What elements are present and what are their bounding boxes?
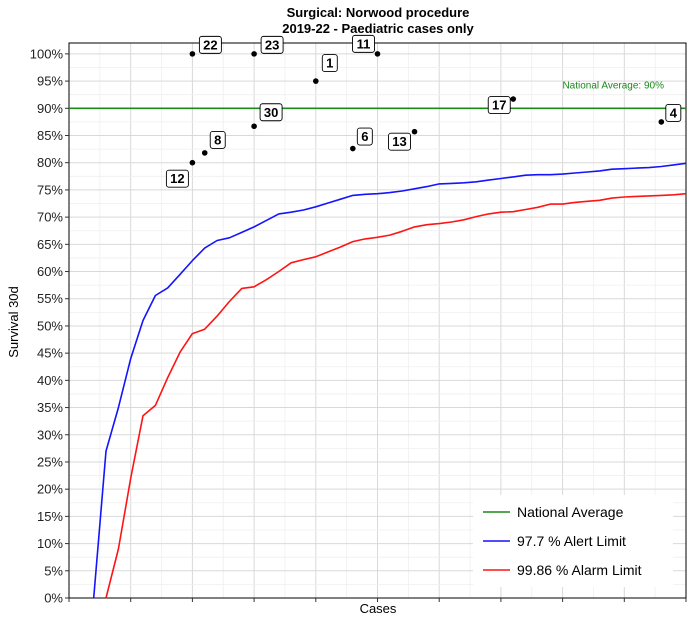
y-tick-label: 0% <box>44 591 63 606</box>
y-tick-label: 10% <box>37 536 63 551</box>
y-tick-label: 85% <box>37 128 63 143</box>
unit-label-box <box>260 35 284 54</box>
y-tick-label: 50% <box>37 318 63 333</box>
unit-label-23: 23 <box>265 37 279 52</box>
unit-point-4 <box>658 119 665 125</box>
unit-label-6: 6 <box>361 129 368 144</box>
unit-label-1: 1 <box>326 56 333 71</box>
unit-point-17 <box>510 96 517 102</box>
unit-point-12 <box>189 159 196 166</box>
unit-point-1 <box>313 78 319 84</box>
legend-label: 97.7 % Alert Limit <box>517 533 626 549</box>
y-tick-label: 20% <box>37 482 63 497</box>
unit-label-box <box>209 130 226 149</box>
unit-point-6 <box>350 145 356 152</box>
y-tick-label: 100% <box>30 46 64 61</box>
y-tick-label: 65% <box>37 237 63 252</box>
unit-label-17: 17 <box>492 98 506 113</box>
national-average-line-group: National Average: 90% <box>69 80 686 110</box>
unit-label-13: 13 <box>392 134 406 149</box>
y-tick-label: 25% <box>37 454 63 469</box>
national-average-label: National Average: 90% <box>562 80 664 91</box>
unit-label-8: 8 <box>214 132 221 147</box>
legend-label: 99.86 % Alarm Limit <box>517 562 642 578</box>
unit-label-box <box>259 103 283 122</box>
unit-point-13 <box>411 128 418 135</box>
unit-label-box <box>487 96 511 114</box>
y-tick-label: 15% <box>37 509 63 524</box>
unit-label-box <box>165 169 189 188</box>
unit-label-4: 4 <box>670 105 678 120</box>
unit-point-22 <box>189 51 196 57</box>
unit-label-box <box>321 54 338 73</box>
unit-label-12: 12 <box>170 171 184 186</box>
unit-label-box <box>356 127 373 146</box>
legend-label: National Average <box>517 504 624 520</box>
unit-label-box <box>388 132 411 151</box>
y-tick-label: 35% <box>37 400 63 415</box>
y-tick-label: 30% <box>37 427 63 442</box>
y-tick-label: 60% <box>37 264 63 279</box>
y-axis-ticks: 0% 5% 10% 15% 20% 25% 30% 35% 40% 45% 50% 55% 60% 65%… <box>30 46 687 606</box>
legend: National Average 97.7 % Alert Limit 99.86 … <box>473 495 673 587</box>
y-tick-label: 55% <box>37 291 63 306</box>
y-tick-label: 5% <box>44 563 63 578</box>
unit-point-23 <box>251 51 257 57</box>
unit-point-11 <box>374 51 381 57</box>
alert-limit-line <box>92 162 687 599</box>
y-axis-label: Survival 30d <box>6 286 21 358</box>
alarm-limit-line <box>105 192 687 599</box>
unit-label-box <box>352 34 375 53</box>
unit-label-22: 22 <box>203 37 217 52</box>
y-tick-label: 70% <box>37 210 63 225</box>
y-tick-label: 95% <box>37 74 63 89</box>
control-limit-series <box>92 162 687 599</box>
chart-title: Surgical: Norwood procedure <box>287 5 470 20</box>
x-axis-label: Cases <box>360 601 397 616</box>
chart-subtitle: 2019-22 - Paediatric cases only <box>282 21 474 36</box>
unit-label-box <box>198 35 222 54</box>
y-tick-label: 40% <box>37 373 63 388</box>
unit-point-8 <box>201 150 208 156</box>
y-tick-label: 45% <box>37 346 63 361</box>
unit-label-30: 30 <box>264 105 278 120</box>
unit-label-11: 11 <box>357 36 371 51</box>
y-tick-label: 80% <box>37 155 63 170</box>
y-tick-label: 75% <box>37 182 63 197</box>
y-tick-label: 90% <box>37 101 63 116</box>
unit-label-box <box>665 103 682 122</box>
unit-point-30 <box>251 123 257 130</box>
